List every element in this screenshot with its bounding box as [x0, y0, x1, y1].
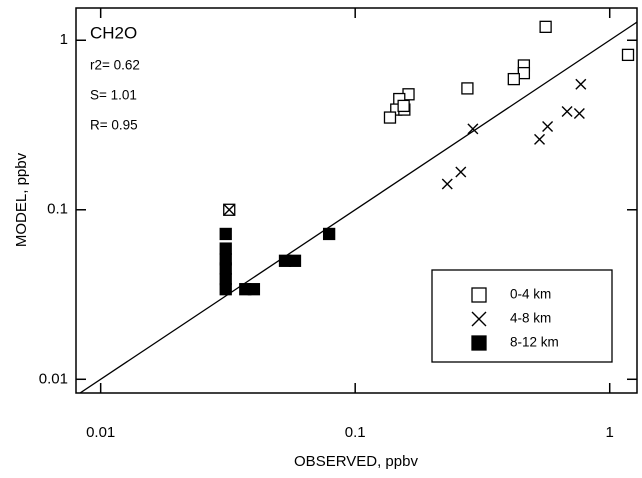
legend-label: 4-8 km [510, 311, 551, 326]
marker-open-square [471, 287, 487, 303]
marker-cross [471, 311, 487, 327]
marker-cross [542, 120, 554, 132]
annotation: CH2O [90, 23, 137, 42]
marker-cross [573, 107, 585, 119]
marker-open-square [517, 66, 531, 80]
marker-filled-square [219, 227, 232, 241]
legend: 0-4 km 4-8 km 8-12 km [431, 269, 613, 363]
annotation: R= 0.95 [90, 118, 138, 133]
x-tick-label: 0.01 [86, 424, 115, 441]
marker-filled-square [288, 254, 302, 267]
marker-cross [455, 166, 467, 178]
marker-cross [534, 133, 546, 145]
annotation: r2= 0.62 [90, 58, 140, 73]
marker-cross [223, 204, 235, 216]
legend-label: 0-4 km [510, 287, 551, 302]
marker-open-square [539, 20, 552, 33]
annotation: S= 1.01 [90, 88, 137, 103]
identity-line [78, 21, 637, 393]
plot-area [78, 20, 637, 393]
x-axis-label: OBSERVED, ppbv [294, 453, 418, 470]
marker-open-square [507, 72, 520, 86]
legend-box [431, 269, 613, 363]
marker-filled-square [471, 335, 487, 351]
y-tick-label: 1 [60, 31, 68, 48]
marker-filled-square [247, 283, 261, 296]
legend-label: 8-12 km [510, 335, 559, 350]
x-tick-label: 0.1 [345, 424, 366, 441]
marker-filled-square [219, 242, 232, 255]
marker-cross [561, 105, 573, 117]
marker-open-square [397, 99, 410, 113]
marker-filled-square [219, 262, 232, 275]
y-tick-label: 0.01 [39, 370, 68, 387]
y-tick-label: 0.1 [47, 201, 68, 218]
marker-filled-square [219, 283, 232, 296]
marker-filled-square [219, 272, 232, 286]
marker-cross [441, 178, 453, 190]
y-axis-label: MODEL, ppbv [13, 152, 30, 247]
marker-cross [467, 123, 479, 135]
marker-open-square [383, 111, 397, 124]
x-tick-label: 1 [606, 424, 614, 441]
plot-frame [75, 7, 638, 394]
marker-cross [575, 78, 587, 90]
marker-filled-square [322, 227, 336, 241]
marker-open-square [621, 48, 635, 62]
marker-open-square [461, 82, 474, 95]
